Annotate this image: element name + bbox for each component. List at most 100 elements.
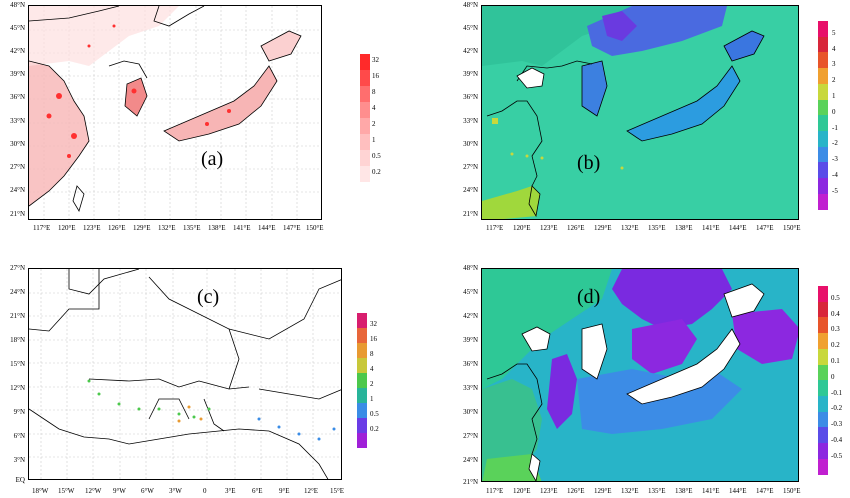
colorbar-tick: -2 [832, 139, 838, 147]
lat-tick: 24°N [463, 186, 478, 194]
lat-tick: 27°N [10, 163, 25, 171]
lon-tick: 117°E [486, 224, 504, 232]
lon-tick: 141°E [233, 224, 251, 232]
lat-tick: 36°N [463, 93, 478, 101]
lon-tick: 150°E [783, 224, 801, 232]
colorbar-swatch [818, 162, 828, 179]
colorbar-tick: 4 [832, 45, 836, 53]
colorbar-tick: 2 [832, 76, 836, 84]
lon-tick: 141°E [702, 224, 720, 232]
lon-tick: 120°E [513, 487, 531, 495]
lon-tick: 15°E [330, 487, 345, 495]
lon-tick: 123°E [540, 487, 558, 495]
colorbar-swatch [357, 433, 367, 448]
map-c: (c) [28, 268, 342, 480]
lat-tick: 24°N [10, 288, 25, 296]
colorbar-swatch [818, 380, 828, 397]
lon-tick: 6°E [252, 487, 263, 495]
colorbar-swatch [818, 193, 828, 210]
lon-tick: 132°E [621, 224, 639, 232]
colorbar-swatch [357, 358, 367, 373]
lat-tick: 27°N [10, 264, 25, 272]
colorbar-tick: -0.3 [831, 420, 843, 428]
colorbar-swatch [360, 70, 370, 86]
lon-tick: 123°E [83, 224, 101, 232]
colorbar-tick: 16 [372, 72, 379, 80]
panel-label-a: (a) [201, 148, 224, 170]
colorbar-tick: 0.2 [370, 425, 379, 433]
lon-tick: 147°E [756, 487, 774, 495]
lat-tick: 27°N [463, 163, 478, 171]
lat-tick: 9°N [13, 408, 25, 416]
colorbar-tick: 0.2 [372, 168, 381, 176]
colorbar-tick: 0.5 [370, 410, 379, 418]
colorbar-tick: 5 [832, 29, 836, 37]
lon-tick: 144°E [729, 487, 747, 495]
colorbar-swatch [818, 348, 828, 365]
lat-tick: 30°N [463, 408, 478, 416]
colorbar-tick: -0.5 [831, 452, 843, 460]
lat-tick: 48°N [463, 1, 478, 9]
lat-tick: 39°N [10, 70, 25, 78]
lon-tick: 6°W [141, 487, 154, 495]
lon-tick: 3°W [169, 487, 182, 495]
lat-tick: 24°N [10, 186, 25, 194]
lat-tick: 30°N [463, 140, 478, 148]
colorbar-tick: -3 [832, 155, 838, 163]
colorbar-swatch [360, 134, 370, 150]
colorbar-swatch [818, 364, 828, 381]
colorbar-swatch [360, 54, 370, 70]
colorbar-swatch [357, 403, 367, 418]
lat-tick: 42°N [463, 47, 478, 55]
lon-tick: 129°E [594, 224, 612, 232]
colorbar-tick: 2 [370, 380, 374, 388]
lon-tick: 129°E [133, 224, 151, 232]
lon-tick: 141°E [702, 487, 720, 495]
colorbar-d: 0.5 0.4 0.3 0.2 0.1 0 -0.1 -0.2 -0.3 -0.… [818, 282, 850, 475]
colorbar-swatch [818, 146, 828, 163]
colorbar-swatch [818, 52, 828, 69]
colorbar-tick: 0 [832, 108, 836, 116]
lon-tick: 147°E [283, 224, 301, 232]
lat-tick: 12°N [10, 384, 25, 392]
lon-tick: 9°E [279, 487, 290, 495]
lon-tick: 12°W [85, 487, 102, 495]
map-a-graphic [29, 6, 321, 219]
lon-tick: 120°E [513, 224, 531, 232]
lon-tick: 138°E [675, 224, 693, 232]
lon-tick: 138°E [208, 224, 226, 232]
lon-tick: 132°E [621, 487, 639, 495]
colorbar-tick: 8 [370, 350, 374, 358]
colorbar-tick: 0.4 [831, 310, 840, 318]
colorbar-tick: 0.3 [831, 325, 840, 333]
panel-label-b: (b) [577, 152, 601, 174]
colorbar-swatch [357, 373, 367, 388]
lat-tick: 24°N [463, 456, 478, 464]
colorbar-swatch [818, 427, 828, 444]
lat-tick: 42°N [463, 312, 478, 320]
colorbar-swatch [818, 286, 828, 302]
colorbar-tick: -1 [832, 124, 838, 132]
colorbar-swatch [360, 102, 370, 118]
colorbar-b: 5 4 3 2 1 0 -1 -2 -3 -4 -5 [818, 17, 848, 210]
colorbar-swatch [818, 458, 828, 475]
colorbar-swatch [818, 411, 828, 428]
lat-tick: 39°N [463, 70, 478, 78]
lon-tick: 150°E [783, 487, 801, 495]
lat-tick: 27°N [463, 432, 478, 440]
lon-tick: 144°E [258, 224, 276, 232]
lon-tick: 135°E [648, 487, 666, 495]
lon-tick: 117°E [33, 224, 51, 232]
colorbar-swatch [818, 178, 828, 194]
colorbar-swatch [818, 99, 828, 116]
lat-tick: 45°N [10, 24, 25, 32]
map-c-graphic [29, 269, 341, 479]
colorbar-swatch [818, 317, 828, 334]
colorbar-swatch [818, 115, 828, 132]
lat-tick: 21°N [10, 312, 25, 320]
colorbar-swatch [818, 36, 828, 53]
lon-tick: 126°E [567, 487, 585, 495]
colorbar-tick: 32 [372, 56, 379, 64]
lat-tick: 33°N [10, 117, 25, 125]
lat-tick: 33°N [463, 384, 478, 392]
